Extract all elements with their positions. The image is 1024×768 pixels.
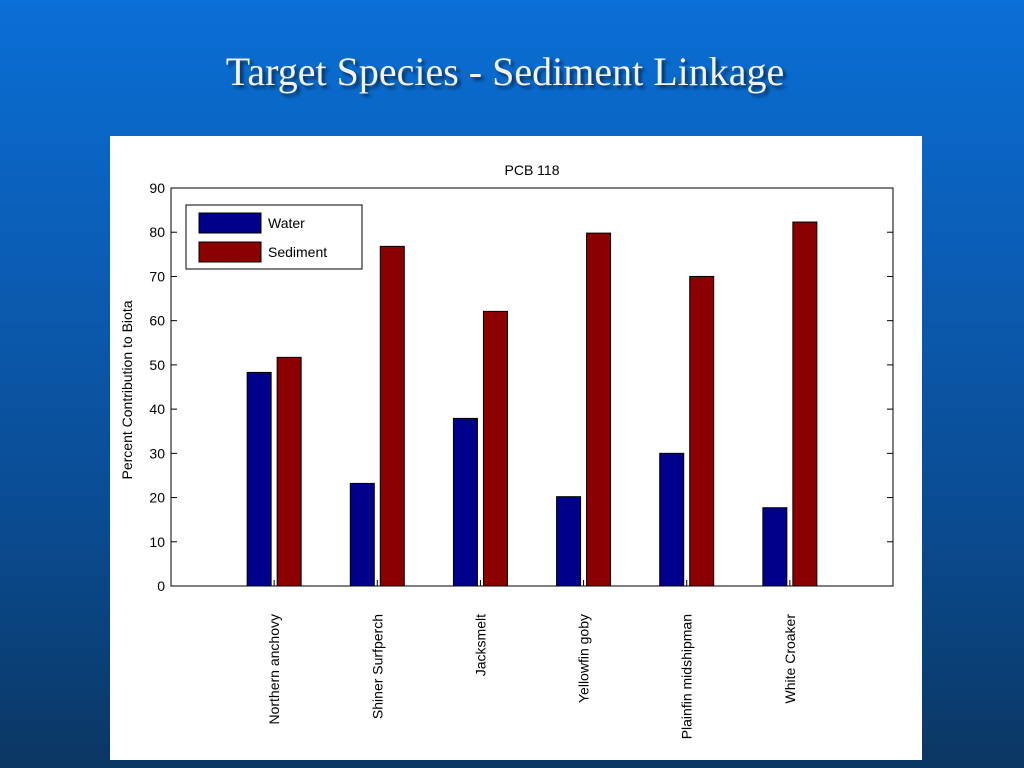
- legend: Water Sediment: [185, 204, 363, 270]
- y-tick-label: 90: [149, 180, 165, 196]
- y-tick-label: 40: [149, 401, 165, 417]
- bar-sediment-shiner-surfperch: [379, 245, 405, 587]
- x-tick-label: Jacksmelt: [472, 614, 488, 676]
- x-tick-label: White Croaker: [782, 614, 798, 704]
- bar-chart: PCB 118 Percent Contribution to Biota No…: [119, 162, 894, 739]
- bars-group: [246, 221, 818, 587]
- axes-group: Northern anchovy Shiner Surfperch Jacksmel…: [149, 180, 894, 739]
- bar-water-shiner-surfperch: [349, 482, 375, 587]
- chart-panel: PCB 118 Percent Contribution to Biota No…: [110, 136, 922, 760]
- y-axis-label: Percent Contribution to Biota: [119, 300, 135, 479]
- y-tick-label: 0: [157, 578, 165, 594]
- slide-title: Target Species - Sediment Linkage: [225, 49, 785, 94]
- legend-label-water: Water: [268, 215, 305, 231]
- bar-water-plainfin-midshipman: [659, 452, 685, 587]
- x-tick-label: Yellowfin goby: [576, 614, 592, 703]
- x-tick-label: Northern anchovy: [266, 614, 282, 725]
- bar-water-jacksmelt: [452, 417, 478, 587]
- bar-water-yellowfin-goby: [556, 496, 582, 587]
- bar-sediment-plainfin-midshipman: [689, 275, 715, 587]
- bar-water-white-croaker: [762, 507, 788, 587]
- y-tick-label: 80: [149, 224, 165, 240]
- bar-water-northern-anchovy: [246, 371, 272, 587]
- legend-swatch-water: [198, 212, 262, 234]
- legend-swatch-sediment: [198, 241, 262, 263]
- x-tick-label: Shiner Surfperch: [369, 614, 385, 719]
- y-tick-label: 20: [149, 490, 165, 506]
- bar-sediment-jacksmelt: [482, 310, 508, 587]
- bar-sediment-white-croaker: [792, 221, 818, 587]
- chart-title: PCB 118: [505, 162, 560, 178]
- bar-sediment-yellowfin-goby: [586, 232, 612, 587]
- y-tick-label: 30: [149, 445, 165, 461]
- y-tick-label: 70: [149, 268, 165, 284]
- y-tick-label: 10: [149, 534, 165, 550]
- legend-label-sediment: Sediment: [268, 244, 327, 260]
- y-tick-label: 50: [149, 357, 165, 373]
- x-tick-label: Plainfin midshipman: [679, 614, 695, 739]
- plot-frame: [170, 187, 894, 587]
- bar-sediment-northern-anchovy: [276, 356, 302, 587]
- y-tick-label: 60: [149, 313, 165, 329]
